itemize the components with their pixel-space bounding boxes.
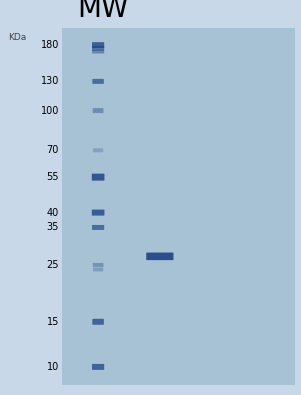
Text: 130: 130 (41, 76, 59, 87)
FancyBboxPatch shape (92, 46, 104, 51)
FancyBboxPatch shape (93, 263, 104, 267)
Text: 180: 180 (41, 40, 59, 50)
Text: KDa: KDa (8, 33, 26, 42)
FancyBboxPatch shape (92, 210, 104, 216)
Text: 100: 100 (41, 105, 59, 116)
FancyBboxPatch shape (93, 148, 103, 152)
Bar (62, 28, 295, 385)
Text: 55: 55 (46, 172, 59, 182)
FancyBboxPatch shape (92, 42, 104, 48)
FancyBboxPatch shape (92, 174, 104, 181)
Text: 40: 40 (47, 208, 59, 218)
FancyBboxPatch shape (93, 108, 104, 113)
FancyBboxPatch shape (93, 267, 103, 271)
Text: 35: 35 (47, 222, 59, 232)
FancyBboxPatch shape (146, 252, 173, 260)
FancyBboxPatch shape (92, 79, 104, 84)
FancyBboxPatch shape (92, 319, 104, 325)
FancyBboxPatch shape (92, 49, 104, 53)
Bar (62, 28, 295, 385)
Text: 10: 10 (47, 362, 59, 372)
Text: 70: 70 (47, 145, 59, 155)
Text: 15: 15 (47, 317, 59, 327)
FancyBboxPatch shape (92, 225, 104, 230)
Text: MW: MW (77, 0, 129, 23)
FancyBboxPatch shape (92, 364, 104, 370)
Text: 25: 25 (46, 260, 59, 270)
